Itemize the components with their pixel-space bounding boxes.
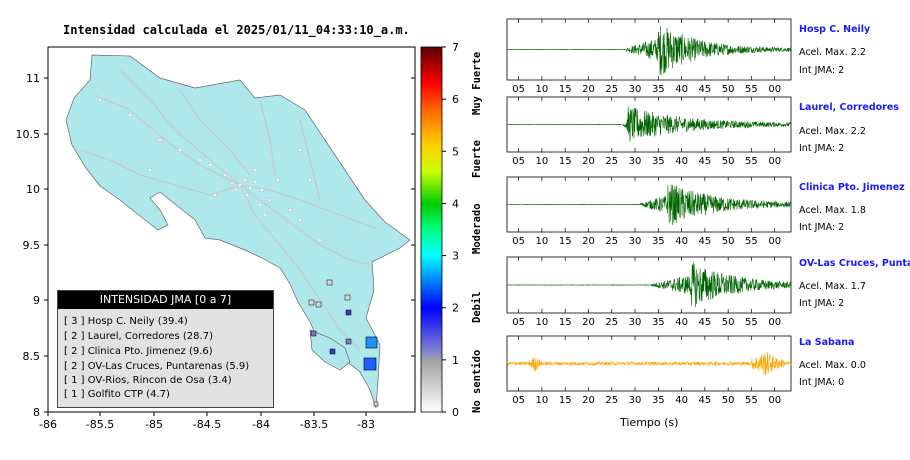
colorbar-label-moderado: Moderado	[471, 203, 483, 254]
lat-tick-label: 8	[33, 406, 40, 419]
legend-item: [ 2 ] Laurel, Corredores (28.7)	[64, 331, 213, 342]
legend-header: INTENSIDAD JMA [0 a 7]	[58, 291, 273, 309]
city-marker	[318, 238, 322, 242]
x-axis-label: Tiempo (s)	[620, 416, 679, 429]
station-marker	[365, 336, 378, 349]
city-marker	[253, 168, 257, 172]
city-marker	[178, 148, 182, 152]
lon-tick-label: -86	[39, 418, 57, 431]
station-name: Clinica Pto. Jimenez	[799, 182, 905, 193]
lat-tick-label: 10	[26, 183, 40, 196]
lon-tick-label: -85.5	[86, 418, 114, 431]
lat-tick-label: 9	[33, 294, 40, 307]
station-int: Int JMA: 2	[799, 65, 845, 76]
city-markers	[98, 98, 322, 242]
lon-tick-label: -84.5	[193, 418, 221, 431]
city-marker	[245, 193, 249, 197]
station-name: Laurel, Corredores	[799, 102, 899, 113]
lat-tick-label: 10.5	[16, 128, 41, 141]
station-marker	[326, 279, 333, 286]
lat-tick-label: 8.5	[23, 350, 41, 363]
lon-tick-label: -83	[357, 418, 375, 431]
lat-tick-label: 9.5	[23, 239, 41, 252]
station-acc: Acel. Max. 2.2	[799, 47, 866, 58]
legend-item: [ 3 ] Hosp C. Neily (39.4)	[64, 316, 188, 327]
station-int: Int JMA: 2	[799, 298, 845, 309]
legend-item: [ 1 ] OV-Rios, Rincon de Osa (3.4)	[64, 375, 232, 386]
station-markers	[308, 279, 379, 407]
city-marker	[308, 178, 312, 182]
city-marker	[238, 183, 242, 187]
colorbar-label-no-sentido: No sentido	[471, 349, 483, 413]
station-marker	[344, 294, 351, 301]
station-int: Int JMA: 0	[799, 377, 845, 388]
city-marker	[208, 163, 212, 167]
station-int: Int JMA: 2	[799, 143, 845, 154]
station-name: OV-Las Cruces, Puntar	[799, 258, 910, 269]
station-acc: Acel. Max. 1.8	[799, 205, 866, 216]
station-int: Int JMA: 2	[799, 222, 845, 233]
road-network	[79, 69, 376, 351]
city-marker	[198, 158, 202, 162]
station-marker	[373, 401, 379, 407]
legend-item: [ 1 ] Golfito CTP (4.7)	[64, 389, 170, 400]
legend-item: [ 2 ] Clinica Pto. Jimenez (9.6)	[64, 346, 213, 357]
city-marker	[230, 181, 234, 185]
city-marker	[253, 180, 257, 184]
city-marker	[260, 188, 264, 192]
legend-item: [ 2 ] OV-Las Cruces, Puntarenas (5.9)	[64, 361, 250, 372]
station-marker	[363, 357, 377, 371]
intensity-legend: INTENSIDAD JMA [0 a 7] [ 3 ] Hosp C. Nei…	[57, 290, 274, 408]
city-marker	[258, 203, 262, 207]
station-name: Hosp C. Neily	[799, 24, 871, 35]
map-axes: 11 10.5 10 9.5 9 8.5 8-86 -85.5 -85 -84.5 -84 -83.5…	[16, 72, 415, 431]
city-marker	[158, 138, 162, 142]
city-marker	[128, 113, 132, 117]
city-marker	[298, 218, 302, 222]
lon-tick-label: -84	[252, 418, 270, 431]
station-acc: Acel. Max. 0.0	[799, 360, 866, 371]
lon-tick-label: -85	[145, 418, 163, 431]
station-marker	[308, 299, 315, 306]
city-marker	[298, 148, 302, 152]
station-marker	[310, 330, 317, 337]
city-marker	[288, 208, 292, 212]
station-marker	[315, 301, 322, 308]
city-marker	[98, 98, 102, 102]
station-acc: Acel. Max. 2.2	[799, 126, 866, 137]
colorbar-label-fuerte: Fuerte	[471, 140, 483, 178]
city-marker	[213, 193, 217, 197]
city-marker	[263, 213, 267, 217]
colorbar-label-muy-fuerte: Muy Fuerte	[471, 51, 483, 115]
colorbar-label-debil: Debil	[471, 291, 483, 323]
city-marker	[234, 188, 238, 192]
lon-tick-label: -83.5	[300, 418, 328, 431]
station-marker	[345, 309, 352, 316]
map-title: Intensidad calculada el 2025/01/11_04:33…	[63, 23, 410, 37]
city-marker	[268, 198, 272, 202]
city-marker	[243, 178, 247, 182]
city-marker	[248, 186, 252, 190]
station-marker	[345, 338, 352, 345]
station-acc: Acel. Max. 1.7	[799, 281, 866, 292]
city-marker	[276, 178, 280, 182]
city-marker	[223, 173, 227, 177]
lat-tick-label: 11	[26, 72, 40, 85]
station-marker	[329, 348, 336, 355]
city-marker	[148, 168, 152, 172]
station-name: La Sabana	[799, 337, 855, 348]
